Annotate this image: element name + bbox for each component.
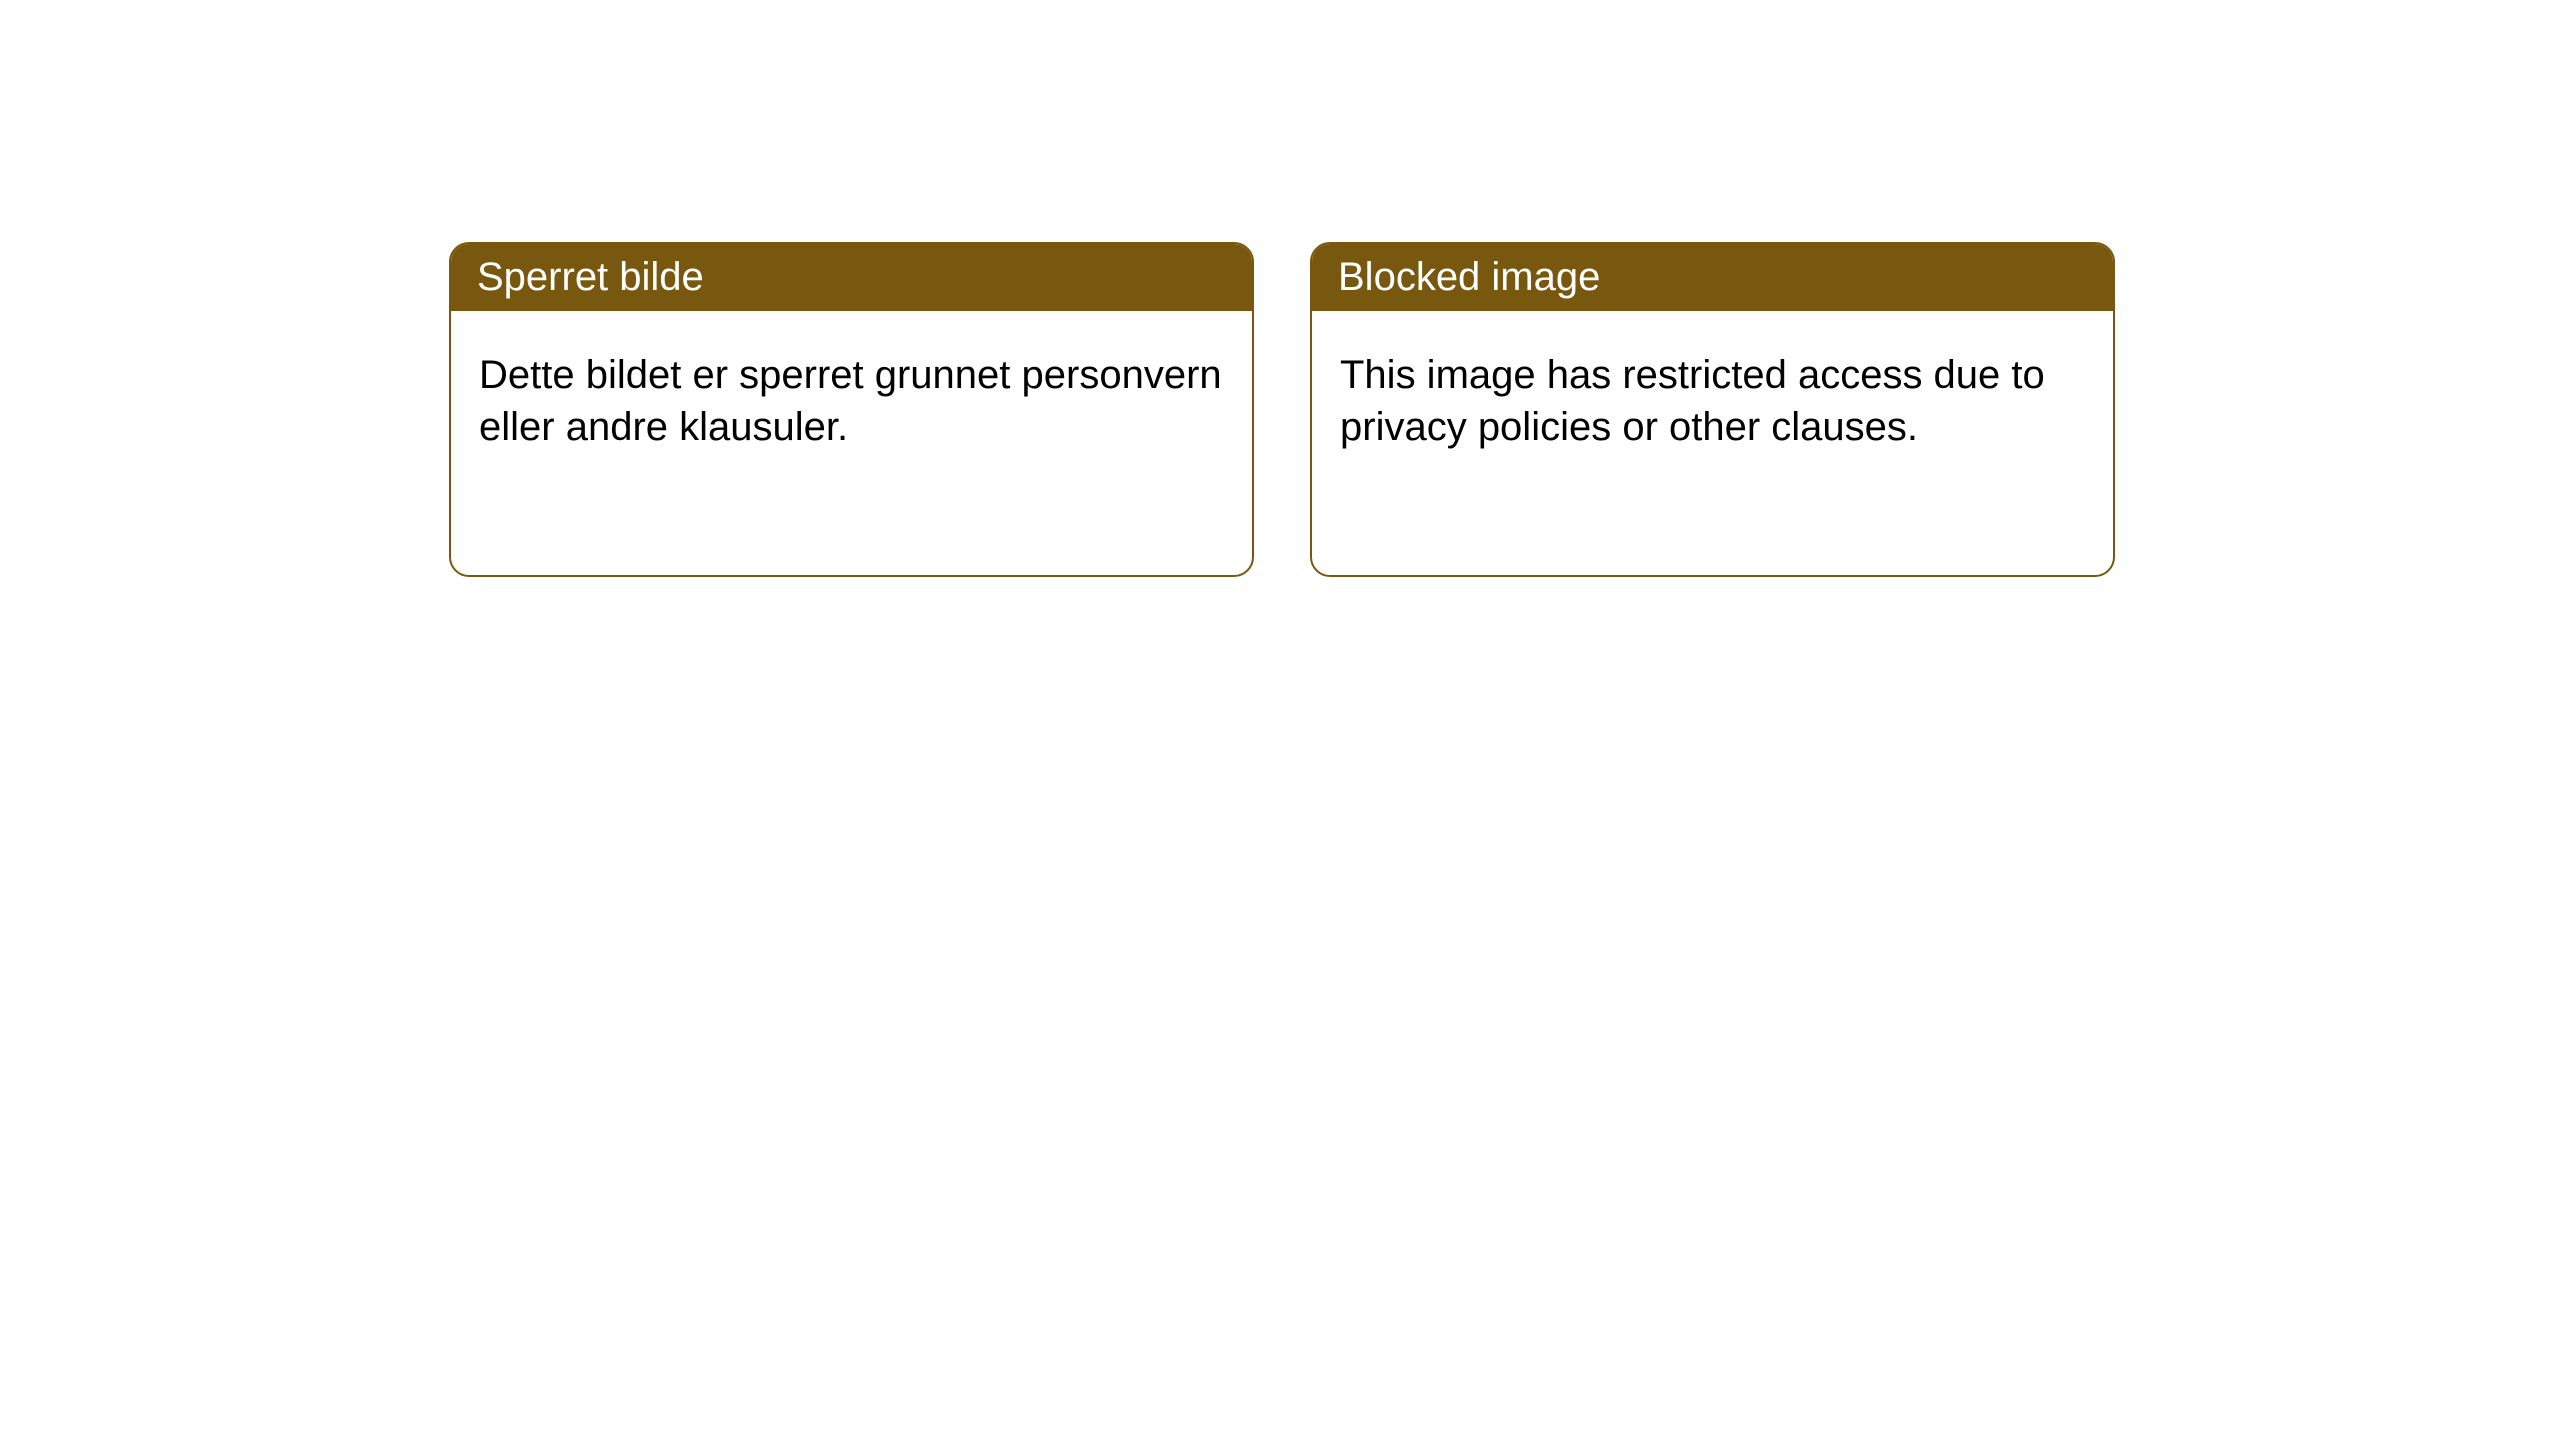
card-body-en: This image has restricted access due to … xyxy=(1312,311,2113,491)
card-body-text-en: This image has restricted access due to … xyxy=(1340,353,2045,449)
card-header-no: Sperret bilde xyxy=(451,244,1252,311)
card-header-en: Blocked image xyxy=(1312,244,2113,311)
notice-container: Sperret bilde Dette bildet er sperret gr… xyxy=(0,0,2560,577)
card-body-text-no: Dette bildet er sperret grunnet personve… xyxy=(479,353,1222,449)
card-body-no: Dette bildet er sperret grunnet personve… xyxy=(451,311,1252,491)
blocked-image-card-en: Blocked image This image has restricted … xyxy=(1310,242,2115,577)
card-title-en: Blocked image xyxy=(1338,255,1600,299)
blocked-image-card-no: Sperret bilde Dette bildet er sperret gr… xyxy=(449,242,1254,577)
card-title-no: Sperret bilde xyxy=(477,255,704,299)
